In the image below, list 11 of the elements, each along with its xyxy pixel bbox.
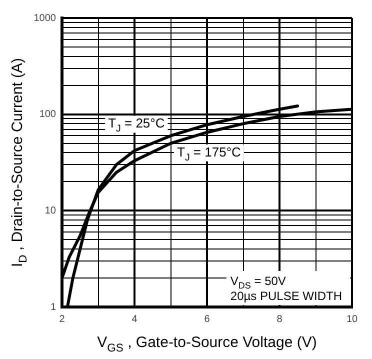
x-tick-label: 2	[59, 314, 66, 325]
y-tick-label: 10	[44, 205, 56, 216]
annotation: 20µs PULSE WIDTH	[230, 289, 342, 303]
y-axis-title: ID , Drain-to-Source Current (A)	[9, 58, 30, 268]
y-tick-label: 1	[50, 302, 56, 313]
x-tick-label: 10	[346, 314, 358, 325]
x-tick-label: 6	[204, 314, 210, 325]
x-tick-label: 4	[132, 314, 138, 325]
x-tick-label: 8	[276, 314, 283, 325]
y-tick-label: 1000	[34, 12, 56, 24]
y-tick-label: 100	[39, 109, 56, 120]
